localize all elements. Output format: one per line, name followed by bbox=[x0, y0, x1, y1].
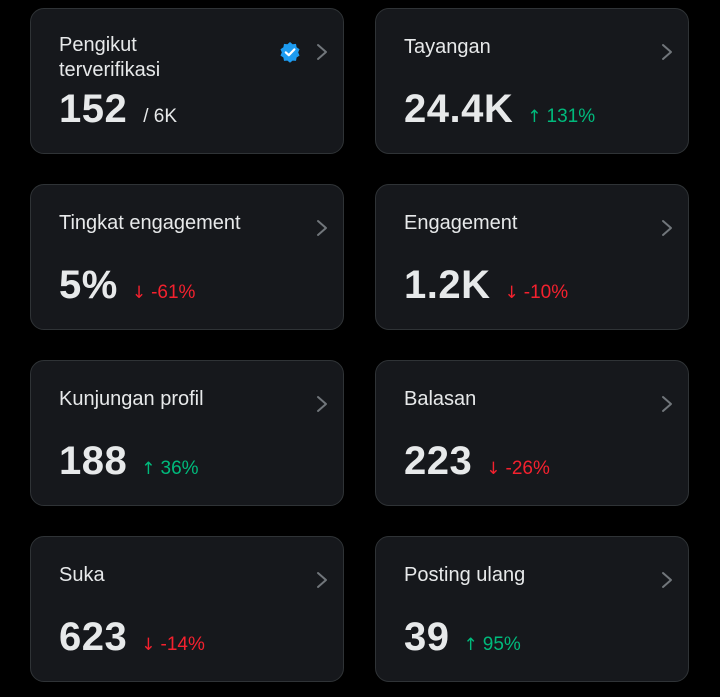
metric-value: 188 bbox=[59, 439, 128, 483]
likes-card[interactable]: Suka 623 ↓ -14% bbox=[30, 536, 344, 682]
metric-total: / 6K bbox=[143, 106, 178, 127]
verified-followers-card[interactable]: Pengikut terverifikasi 152 / 6K bbox=[30, 8, 344, 154]
metric-value: 152 bbox=[59, 87, 128, 131]
change-percent: -10% bbox=[523, 282, 569, 303]
metric-row: 623 ↓ -14% bbox=[59, 615, 205, 660]
chevron-right-icon bbox=[662, 220, 672, 236]
card-title: Tayangan bbox=[404, 36, 491, 58]
metric-value: 223 bbox=[404, 439, 473, 483]
card-title: Pengikut terverifikasi bbox=[59, 34, 161, 81]
card-title: Tingkat engagement bbox=[59, 212, 241, 234]
verified-badge-icon bbox=[280, 42, 300, 63]
profile-visits-card[interactable]: Kunjungan profil 188 ↑ 36% bbox=[30, 360, 344, 506]
card-title: Kunjungan profil bbox=[59, 388, 204, 410]
arrow-down-icon: ↓ bbox=[504, 283, 519, 303]
metric-value: 39 bbox=[404, 615, 450, 659]
metric-value: 1.2K bbox=[404, 263, 491, 307]
metric-row: 39 ↑ 95% bbox=[404, 615, 521, 660]
card-title: Engagement bbox=[404, 212, 518, 234]
arrow-up-icon: ↑ bbox=[141, 459, 156, 479]
arrow-down-icon: ↓ bbox=[141, 635, 156, 655]
arrow-up-icon: ↑ bbox=[463, 635, 478, 655]
reposts-card[interactable]: Posting ulang 39 ↑ 95% bbox=[375, 536, 689, 682]
metric-row: 1.2K ↓ -10% bbox=[404, 263, 568, 308]
metric-change: ↓ -14% bbox=[141, 634, 205, 656]
chevron-right-icon bbox=[317, 44, 327, 60]
change-percent: 131% bbox=[546, 106, 596, 127]
metric-row: 24.4K ↑ 131% bbox=[404, 87, 595, 132]
change-percent: 95% bbox=[482, 634, 521, 655]
metric-row: 152 / 6K bbox=[59, 87, 177, 132]
chevron-right-icon bbox=[317, 220, 327, 236]
chevron-right-icon bbox=[662, 572, 672, 588]
arrow-down-icon: ↓ bbox=[486, 459, 501, 479]
arrow-down-icon: ↓ bbox=[131, 283, 147, 303]
metric-change: ↓ -10% bbox=[505, 282, 569, 304]
change-percent: -14% bbox=[160, 634, 205, 655]
chevron-right-icon bbox=[317, 396, 327, 412]
chevron-right-icon bbox=[662, 44, 672, 60]
metric-change: ↑ 131% bbox=[527, 106, 595, 128]
metric-row: 223 ↓ -26% bbox=[404, 439, 550, 484]
change-percent: -61% bbox=[151, 282, 196, 303]
metric-value: 24.4K bbox=[404, 87, 514, 131]
metric-change: ↓ -61% bbox=[132, 282, 196, 304]
engagement-card[interactable]: Engagement 1.2K ↓ -10% bbox=[375, 184, 689, 330]
metric-change: ↓ -26% bbox=[486, 458, 550, 480]
metric-change: ↑ 95% bbox=[464, 634, 521, 656]
chevron-right-icon bbox=[662, 396, 672, 412]
chevron-right-icon bbox=[317, 572, 327, 588]
card-title: Posting ulang bbox=[404, 564, 526, 586]
metric-value: 5% bbox=[59, 263, 118, 307]
arrow-up-icon: ↑ bbox=[527, 107, 542, 127]
card-title: Suka bbox=[59, 564, 105, 586]
change-percent: 36% bbox=[160, 458, 199, 479]
metric-row: 5% ↓ -61% bbox=[59, 263, 195, 308]
card-title: Balasan bbox=[404, 388, 477, 410]
change-percent: -26% bbox=[505, 458, 550, 479]
engagement-rate-card[interactable]: Tingkat engagement 5% ↓ -61% bbox=[30, 184, 344, 330]
replies-card[interactable]: Balasan 223 ↓ -26% bbox=[375, 360, 689, 506]
metric-value: 623 bbox=[59, 615, 128, 659]
impressions-card[interactable]: Tayangan 24.4K ↑ 131% bbox=[375, 8, 689, 154]
metric-row: 188 ↑ 36% bbox=[59, 439, 199, 484]
metric-change: ↑ 36% bbox=[141, 458, 198, 480]
